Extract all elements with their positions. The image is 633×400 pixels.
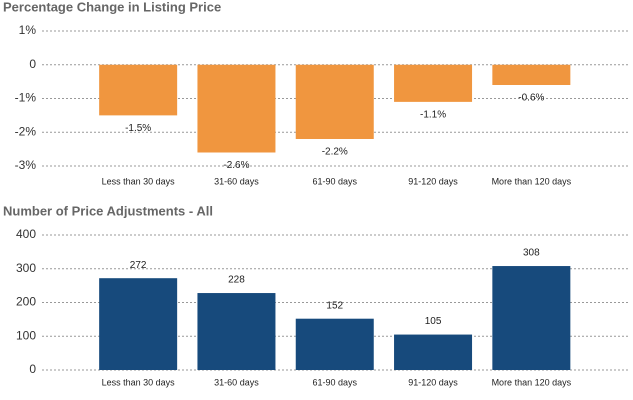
- value-label: 228: [228, 275, 245, 286]
- bar: [295, 64, 374, 139]
- y-tick-label: 200: [16, 295, 36, 309]
- value-label: -0.6%: [518, 93, 544, 104]
- bar: [295, 318, 374, 370]
- bar: [492, 64, 571, 85]
- y-tick-label: 300: [16, 261, 36, 275]
- chart-title: Number of Price Adjustments - All: [3, 203, 213, 218]
- y-tick-label: -1%: [15, 91, 37, 105]
- value-label: 308: [523, 248, 540, 259]
- bar: [394, 64, 473, 102]
- chart-title: Percentage Change in Listing Price: [3, 0, 221, 14]
- x-tick-label: More than 120 days: [492, 176, 572, 186]
- y-tick-label: 100: [16, 328, 36, 342]
- value-label: -1.5%: [125, 123, 151, 134]
- y-tick-label: 400: [16, 227, 36, 241]
- value-label: 272: [130, 260, 147, 271]
- bar: [394, 334, 473, 370]
- value-label: -2.6%: [223, 160, 249, 171]
- value-label: -2.2%: [322, 147, 348, 158]
- x-tick-label: More than 120 days: [492, 377, 572, 387]
- x-tick-label: 91-120 days: [408, 176, 458, 186]
- x-tick-label: 31-60 days: [214, 176, 259, 186]
- bar: [99, 278, 178, 370]
- y-tick-label: 0: [29, 57, 36, 71]
- value-label: -1.1%: [420, 110, 446, 121]
- bar: [197, 64, 276, 153]
- x-tick-label: Less than 30 days: [102, 176, 176, 186]
- bar: [492, 266, 571, 370]
- y-tick-label: 0: [29, 362, 36, 376]
- bar: [99, 64, 178, 116]
- bar: [197, 293, 276, 370]
- x-tick-label: Less than 30 days: [102, 377, 176, 387]
- x-tick-label: 91-120 days: [408, 377, 458, 387]
- y-tick-label: -3%: [15, 158, 37, 172]
- value-label: 105: [425, 316, 442, 327]
- x-tick-label: 61-90 days: [312, 377, 357, 387]
- x-tick-label: 31-60 days: [214, 377, 259, 387]
- x-tick-label: 61-90 days: [312, 176, 357, 186]
- y-tick-label: -2%: [15, 124, 37, 138]
- y-tick-label: 1%: [19, 23, 37, 37]
- value-label: 152: [326, 300, 343, 311]
